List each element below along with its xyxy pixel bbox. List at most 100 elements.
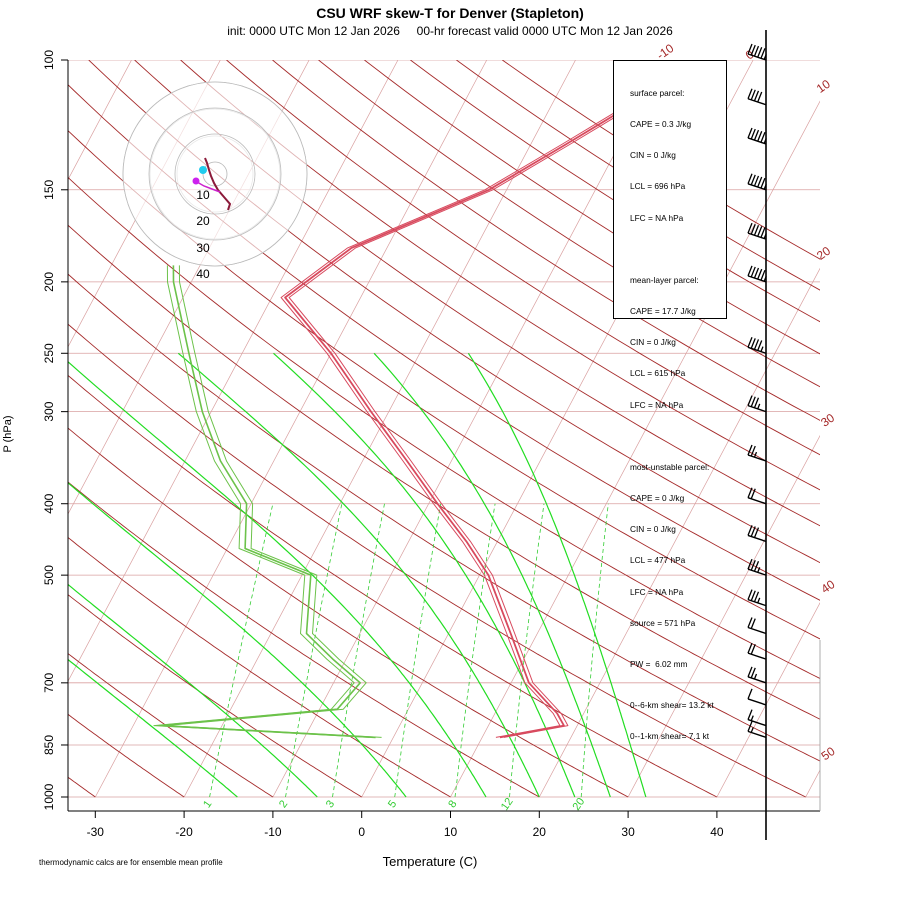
stat-line: source = 571 hPa bbox=[630, 617, 696, 628]
wind-barb-half-flag bbox=[750, 727, 754, 733]
wind-barb-shaft bbox=[747, 98, 767, 106]
wind-barb-flag bbox=[747, 721, 753, 732]
wind-barb-flag bbox=[750, 526, 756, 537]
wind-barb bbox=[747, 487, 767, 505]
wind-barb-flag bbox=[747, 642, 753, 654]
moist-adiabat-line bbox=[68, 583, 318, 798]
precipitable-water: PW = 6.02 mm bbox=[630, 658, 688, 669]
wind-barb-flag bbox=[750, 590, 756, 601]
wind-barb bbox=[747, 558, 767, 576]
temperature-tick-label: 40 bbox=[710, 825, 724, 839]
wind-barb-half-flag bbox=[750, 715, 754, 721]
pressure-tick-label: 300 bbox=[42, 401, 56, 421]
wind-barb-flag bbox=[753, 175, 760, 187]
mixing-ratio-line bbox=[285, 503, 343, 798]
temperature-tick-label: 0 bbox=[358, 825, 365, 839]
dry-adiabat-line bbox=[68, 176, 820, 680]
isotherm-line bbox=[450, 100, 820, 798]
stat-line: CAPE = 0 J/kg bbox=[630, 492, 685, 503]
shear-block: 0--6-km shear= 13.2 kt 0--1-km shear= 7.… bbox=[630, 679, 726, 762]
wind-barb-shaft bbox=[747, 137, 767, 145]
pressure-tick-label: 850 bbox=[42, 735, 56, 755]
stat-line: CIN = 0 J/kg bbox=[630, 337, 676, 348]
hodograph-ring-label: 20 bbox=[196, 214, 210, 228]
wind-barb-shaft bbox=[747, 718, 767, 727]
moist-adiabat-line bbox=[177, 352, 540, 798]
mixing-ratio-line bbox=[580, 503, 609, 798]
wind-barb-half-flag bbox=[753, 673, 758, 680]
isotherm-line bbox=[94, 60, 488, 798]
dry-adiabat-line bbox=[134, 60, 820, 527]
stat-line: CIN = 0 J/kg bbox=[630, 150, 676, 161]
dry-adiabat-line bbox=[318, 60, 820, 388]
most-unstable-parcel-block: most-unstable parcel: CAPE = 0 J/kg CIN … bbox=[630, 441, 726, 649]
wind-barb-flag bbox=[757, 340, 763, 351]
temperature-tick-label: 30 bbox=[621, 825, 635, 839]
wind-barb-shaft bbox=[747, 568, 767, 576]
wind-barb bbox=[747, 222, 767, 240]
stat-line: most-unstable parcel: bbox=[630, 461, 710, 472]
wind-barb bbox=[747, 721, 767, 739]
wind-barb-shaft bbox=[747, 626, 767, 635]
isotherm-label: 10 bbox=[814, 77, 833, 96]
mixing-ratio-line bbox=[332, 503, 385, 798]
wind-barb bbox=[747, 444, 767, 462]
stat-line: LCL = 696 hPa bbox=[630, 181, 686, 192]
wind-barb-shaft bbox=[747, 275, 767, 283]
hodograph-trace bbox=[196, 181, 221, 193]
wind-barb-half-flag bbox=[763, 233, 767, 239]
moist-adiabat-line bbox=[273, 352, 576, 798]
wind-barb-flag bbox=[760, 48, 766, 59]
wind-barb-flag bbox=[750, 488, 756, 500]
hodograph-ring-label: 40 bbox=[196, 267, 210, 281]
stat-line: CIN = 0 J/kg bbox=[630, 524, 676, 535]
dry-adiabat-line bbox=[364, 60, 820, 355]
y-axis-label: P (hPa) bbox=[2, 415, 14, 453]
isotherm-label: 40 bbox=[819, 577, 838, 596]
wind-barb bbox=[747, 617, 767, 635]
temperature-tick-label: 10 bbox=[444, 825, 458, 839]
hodograph-ring bbox=[174, 133, 256, 215]
wind-barb-half-flag bbox=[757, 567, 761, 573]
mixing-ratio-label: 2 bbox=[277, 798, 290, 810]
wind-barb-flag bbox=[747, 617, 753, 628]
temperature-trace bbox=[284, 103, 633, 739]
wind-barb-flag bbox=[747, 666, 753, 678]
moist-adiabat-line bbox=[68, 658, 238, 798]
wind-barb-flag bbox=[753, 527, 760, 538]
wind-barb-flag bbox=[747, 43, 753, 55]
wind-barb-flag bbox=[747, 222, 753, 234]
isotherm-line bbox=[895, 60, 900, 797]
stat-line: LFC = NA hPa bbox=[630, 212, 684, 223]
pressure-tick-label: 400 bbox=[42, 493, 56, 513]
dry-adiabat-line bbox=[272, 60, 820, 421]
wind-barb bbox=[747, 688, 767, 706]
stat-line: LFC = NA hPa bbox=[630, 399, 684, 410]
parcel-stats-box: surface parcel: CAPE = 0.3 J/kg CIN = 0 … bbox=[613, 60, 727, 741]
pressure-tick-label: 150 bbox=[42, 179, 56, 199]
wind-barb-flag bbox=[747, 487, 753, 498]
hodograph-ring-label: 30 bbox=[196, 241, 210, 255]
wind-barb-flag bbox=[753, 561, 760, 572]
mixing-ratio-line bbox=[209, 503, 274, 798]
wind-barb-flag bbox=[753, 129, 760, 141]
mixing-ratio-label: 20 bbox=[571, 796, 588, 813]
wind-barb-shaft bbox=[747, 404, 767, 413]
wind-barb-shaft bbox=[747, 497, 767, 505]
x-axis-label: Temperature (C) bbox=[382, 854, 478, 869]
temperature-tick-label: -20 bbox=[175, 825, 193, 839]
wind-barb bbox=[747, 525, 767, 543]
wind-barb-half-flag bbox=[760, 346, 764, 352]
mean-layer-parcel-block: mean-layer parcel: CAPE = 17.7 J/kg CIN … bbox=[630, 254, 726, 431]
stat-line: CAPE = 17.7 J/kg bbox=[630, 305, 696, 316]
wind-barb-half-flag bbox=[757, 597, 761, 604]
temperature-trace bbox=[280, 104, 628, 738]
hodograph-trace bbox=[204, 157, 232, 211]
wind-barb-flag bbox=[747, 173, 753, 185]
hodograph-ring bbox=[148, 107, 282, 241]
wind-barb-flag bbox=[750, 643, 756, 655]
wind-barb bbox=[747, 43, 767, 61]
isotherm-line bbox=[716, 602, 820, 798]
wind-barb-flag bbox=[760, 132, 766, 143]
